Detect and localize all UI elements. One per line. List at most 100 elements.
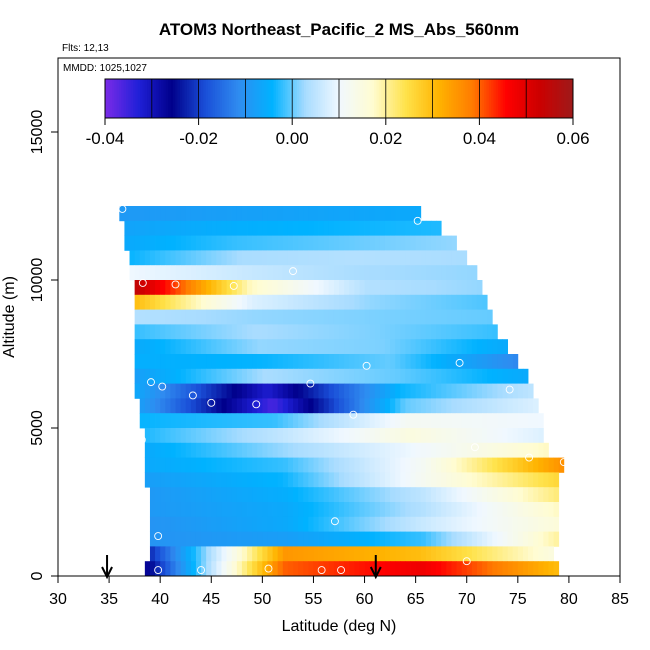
heatmap-cell [344, 428, 350, 444]
heatmap-cell [155, 309, 161, 325]
heatmap-cell [364, 546, 371, 562]
heatmap-cell [400, 280, 406, 296]
heatmap-cell [185, 531, 192, 547]
heatmap-cell [430, 354, 437, 370]
heatmap-cell [430, 250, 437, 266]
heatmap-cell [170, 309, 176, 325]
heatmap-cell [384, 546, 391, 562]
heatmap-cell [369, 206, 376, 222]
heatmap-cell [155, 368, 161, 384]
heatmap-cell [374, 413, 381, 429]
heatmap-cell [512, 546, 519, 562]
heatmap-cell [272, 428, 279, 444]
heatmap-cell [507, 472, 514, 488]
heatmap-cell [548, 487, 554, 503]
heatmap-cell [405, 428, 411, 444]
heatmap-cell [517, 472, 524, 488]
heatmap-cell [466, 442, 473, 458]
heatmap-cell [267, 250, 273, 266]
heatmap-cell [333, 250, 340, 266]
heatmap-cell [456, 502, 463, 518]
heatmap-cell [405, 561, 411, 577]
heatmap-cell [155, 294, 161, 310]
heatmap-cell [165, 294, 171, 310]
heatmap-cell [298, 457, 304, 473]
colorbar-swatch [177, 79, 181, 118]
heatmap-cell [359, 457, 365, 473]
heatmap-cell [410, 354, 417, 370]
heatmap-cell [277, 502, 284, 518]
heatmap-cell [461, 309, 468, 325]
heatmap-cell [185, 516, 192, 532]
heatmap-cell [436, 413, 442, 429]
heatmap-cell [287, 457, 294, 473]
heatmap-cell [323, 324, 330, 340]
colorbar-swatch [210, 79, 214, 118]
heatmap-cell [190, 428, 197, 444]
colorbar-swatch [186, 79, 190, 118]
heatmap-cell [155, 516, 161, 532]
heatmap-cell [272, 265, 279, 281]
heatmap-cell [339, 309, 345, 325]
heatmap-cell [395, 442, 401, 458]
heatmap-cell [190, 280, 197, 296]
heatmap-cell [190, 487, 197, 503]
heatmap-cell [390, 220, 396, 236]
heatmap-cell [185, 561, 192, 577]
heatmap-cell [528, 457, 534, 473]
heatmap-cell [308, 235, 314, 251]
colorbar-swatch [142, 79, 146, 118]
heatmap-cell [533, 487, 539, 503]
heatmap-cell [364, 309, 371, 325]
heatmap-cell [282, 235, 289, 251]
heatmap-cell [430, 546, 437, 562]
heatmap-cell [298, 531, 304, 547]
colorbar-swatch [233, 79, 237, 118]
heatmap-cell [282, 546, 289, 562]
heatmap-cell [430, 220, 437, 236]
heatmap-cell [507, 502, 514, 518]
heatmap-cell [405, 294, 411, 310]
heatmap-cell [441, 531, 447, 547]
heatmap-cell [471, 428, 478, 444]
colorbar-swatch [179, 79, 183, 118]
heatmap-cell [170, 265, 176, 281]
colorbar-swatch [542, 79, 546, 118]
heatmap-cell [272, 324, 279, 340]
heatmap-cell [231, 250, 238, 266]
colorbar-swatch [509, 79, 513, 118]
heatmap-cell [211, 206, 217, 222]
heatmap-cell [339, 546, 345, 562]
heatmap-cell [293, 502, 299, 518]
heatmap-cell [328, 413, 335, 429]
heatmap-cell [180, 457, 187, 473]
heatmap-cell [206, 250, 212, 266]
heatmap-cell [364, 250, 371, 266]
heatmap-cell [492, 398, 498, 414]
heatmap-cell [538, 442, 544, 458]
heatmap-cell [456, 546, 463, 562]
heatmap-cell [410, 250, 417, 266]
heatmap-cell [216, 354, 222, 370]
colorbar-swatch [254, 79, 258, 118]
heatmap-cell [282, 472, 289, 488]
heatmap-cell [528, 398, 534, 414]
heatmap-cell [144, 339, 151, 355]
heatmap-cell [390, 368, 396, 384]
heatmap-cell [349, 472, 355, 488]
heatmap-cell [349, 487, 355, 503]
heatmap-cell [425, 280, 432, 296]
heatmap-cell [390, 546, 396, 562]
heatmap-cell [149, 265, 156, 281]
heatmap-cell [267, 354, 273, 370]
heatmap-cell [144, 457, 151, 473]
heatmap-cell [190, 339, 197, 355]
heatmap-cell [165, 546, 171, 562]
heatmap-cell [318, 235, 325, 251]
heatmap-cell [257, 265, 263, 281]
heatmap-cell [436, 442, 442, 458]
heatmap-cell [241, 472, 248, 488]
heatmap-cell [247, 413, 253, 429]
heatmap-cell [425, 487, 432, 503]
heatmap-cell [216, 235, 222, 251]
